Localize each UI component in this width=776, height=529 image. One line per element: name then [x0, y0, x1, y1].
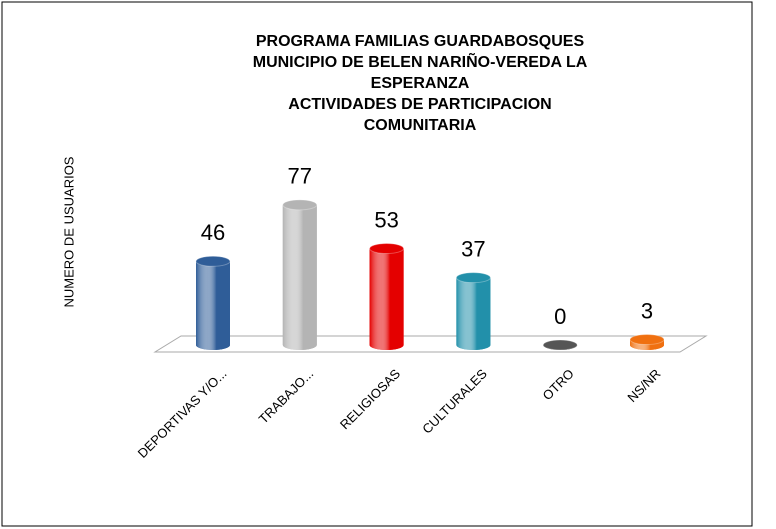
chart-title: COMUNITARIA: [364, 117, 477, 134]
y-axis-label: NUMERO DE USUARIOS: [61, 156, 76, 307]
chart-title: PROGRAMA FAMILIAS GUARDABOSQUES: [256, 33, 585, 50]
floor: [153, 335, 708, 353]
bar-shine: [456, 277, 491, 350]
chart-title: ESPERANZA: [371, 75, 470, 92]
bar-top: [542, 339, 578, 351]
data-label: 37: [461, 236, 485, 261]
chart-title: ACTIVIDADES DE PARTICIPACION: [288, 96, 551, 113]
data-label: 46: [201, 220, 225, 245]
bar-shine: [369, 248, 404, 350]
bar-top: [369, 243, 405, 255]
bar-top: [282, 199, 318, 211]
data-label: 77: [288, 164, 312, 189]
data-label: 0: [554, 304, 566, 329]
data-label: 53: [374, 207, 398, 232]
bar-top: [455, 272, 491, 284]
data-label: 3: [641, 298, 653, 323]
chart-title: MUNICIPIO DE BELEN NARIÑO-VEREDA LA: [253, 51, 588, 71]
bar-top: [195, 255, 231, 267]
bar-top: [629, 334, 665, 346]
bar-shine: [196, 261, 230, 350]
bar-shine: [282, 204, 317, 350]
